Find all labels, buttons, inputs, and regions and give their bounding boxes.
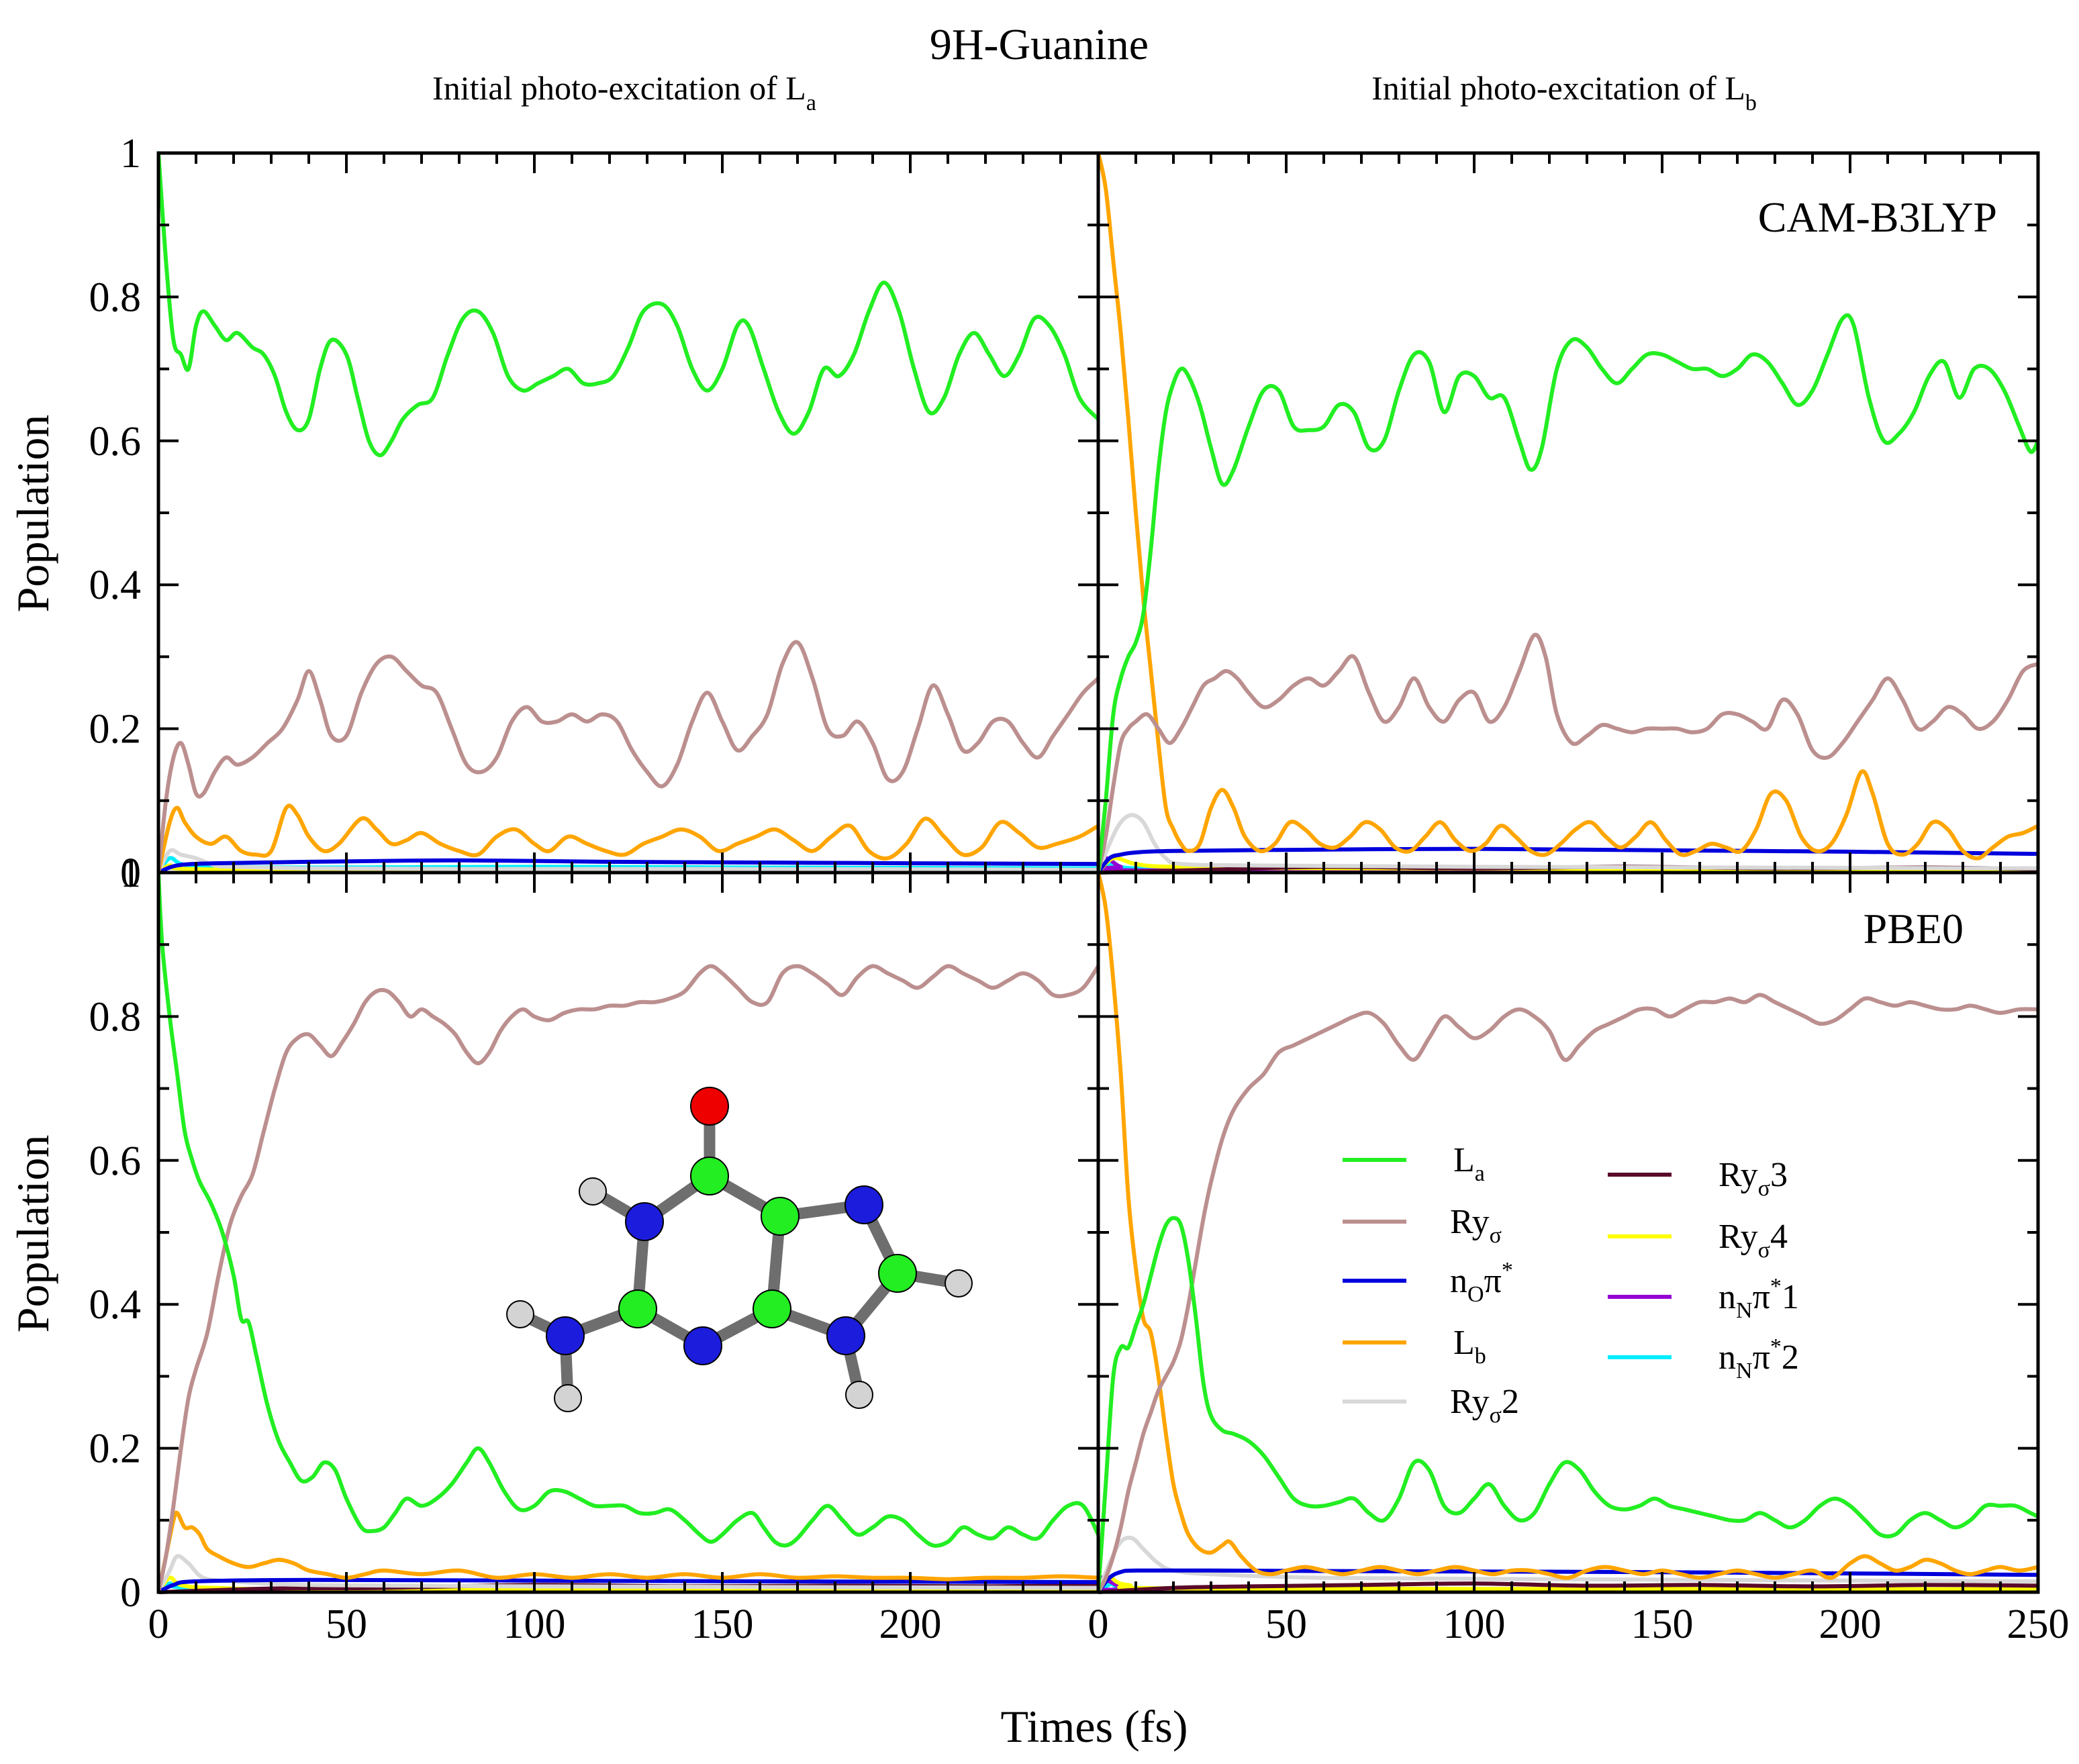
carbon-atom	[878, 1254, 917, 1293]
series-nopi-cam-la	[158, 858, 1098, 875]
x-tick-label: 200	[879, 1602, 942, 1647]
y-tick-label: 0.6	[89, 1138, 142, 1184]
series-lb-pbe0-lb	[1098, 871, 2038, 1580]
legend-label-nnpi1: nNπ*1	[1719, 1274, 1799, 1323]
series-rys-cam-lb	[1098, 632, 2038, 875]
series-lb-cam-la	[158, 803, 1098, 875]
x-tick-label: 0	[148, 1602, 169, 1647]
x-tick-label: 100	[1443, 1602, 1506, 1647]
series-lb-cam-lb	[1098, 151, 2038, 861]
carbon-atom	[753, 1289, 791, 1328]
oxygen-atom	[690, 1087, 729, 1126]
legend-label-rys2: Ryσ2	[1450, 1383, 1519, 1428]
hydrogen-atom	[945, 1269, 973, 1297]
legend-label-nnpi2: nNπ*2	[1719, 1334, 1799, 1383]
series-la-cam-la	[158, 151, 1098, 458]
guanine-molecule	[506, 1087, 973, 1412]
hydrogen-atom	[845, 1381, 873, 1409]
series-nopi-pbe0-la	[158, 1577, 1098, 1594]
series-rys3-pbe0-lb	[1098, 1581, 2038, 1594]
series-la-cam-lb	[1098, 313, 2038, 875]
y-tick-label: 0.2	[89, 707, 142, 752]
legend-entry-la: La	[1343, 1141, 1485, 1186]
legend-entry-rys2: Ryσ2	[1343, 1383, 1519, 1428]
carbon-atom	[618, 1289, 657, 1328]
y-tick-label: 1	[120, 850, 141, 896]
carbon-atom	[690, 1157, 729, 1195]
x-tick-label: 0	[1088, 1602, 1109, 1647]
series-lb-pbe0-la	[158, 1510, 1098, 1594]
legend-entry-nnpi2: nNπ*2	[1608, 1334, 1799, 1383]
chart-title: 9H-Guanine	[930, 20, 1149, 69]
x-tick-label: 100	[503, 1602, 566, 1647]
carbon-atom	[761, 1197, 800, 1236]
series-rys-pbe0-lb	[1098, 993, 2038, 1594]
y-tick-label: 0.4	[89, 1282, 142, 1328]
legend-label-la: La	[1453, 1141, 1485, 1186]
x-tick-label: 250	[2007, 1602, 2070, 1647]
x-axis-label: Times (fs)	[1001, 1701, 1188, 1752]
legend-entry-rys: Ryσ	[1343, 1203, 1502, 1248]
series-la-pbe0-la	[158, 871, 1098, 1548]
series-rys-pbe0-la	[158, 964, 1098, 1594]
legend-label-lb: Lb	[1453, 1324, 1486, 1369]
series-rys-cam-la	[158, 640, 1098, 875]
legend-entry-nopi: nOπ*	[1343, 1258, 1513, 1307]
y-tick-label: 0.8	[89, 275, 142, 320]
series-rys2-cam-lb	[1098, 813, 2038, 875]
legend-entry-lb: Lb	[1343, 1324, 1486, 1369]
frame-layer	[156, 151, 2040, 1594]
x-tick-label: 150	[1631, 1602, 1694, 1647]
x-tick-label: 150	[691, 1602, 754, 1647]
hydrogen-atom	[579, 1177, 607, 1206]
series-layer	[158, 151, 2038, 1594]
nitrogen-atom	[844, 1185, 883, 1224]
series-rys2-pbe0-lb	[1098, 1535, 2038, 1594]
row-label-cam-b3lyp: CAM-B3LYP	[1758, 193, 1997, 241]
y-tick-label: 0.6	[89, 419, 142, 464]
x-tick-label: 50	[326, 1602, 367, 1647]
column-title-left: Initial photo-excitation of La	[432, 69, 816, 115]
nitrogen-atom	[683, 1326, 722, 1365]
row-label-pbe0: PBE0	[1864, 905, 1964, 952]
molecule-bonds	[514, 1100, 965, 1404]
y-tick-label: 0.4	[89, 562, 142, 608]
y-tick-label: 1	[120, 131, 141, 177]
panel-frame-pbe0-lb	[1096, 871, 2040, 1594]
y-tick-label: 0.2	[89, 1426, 142, 1472]
legend-label-rys: Ryσ	[1450, 1203, 1502, 1248]
molecule-atoms	[506, 1087, 973, 1412]
legend-entry-rys4: Ryσ4	[1608, 1218, 1788, 1263]
panel-frame-cam-la	[156, 151, 1100, 875]
y-tick-label: 0	[120, 850, 141, 896]
x-tick-label: 50	[1265, 1602, 1307, 1647]
legend-label-rys4: Ryσ4	[1719, 1218, 1788, 1263]
nitrogen-atom	[625, 1202, 664, 1241]
y-tick-label: 0.8	[89, 994, 142, 1040]
legend-entry-rys3: Ryσ3	[1608, 1156, 1788, 1201]
x-tick-label: 200	[1819, 1602, 1882, 1647]
nitrogen-atom	[826, 1316, 865, 1355]
y-axis-label-bottom: Population	[7, 1135, 58, 1333]
legend-entry-nnpi1: nNπ*1	[1608, 1274, 1799, 1323]
y-tick-label: 0	[120, 1570, 141, 1616]
legend-label-nopi: nOπ*	[1450, 1258, 1513, 1307]
nitrogen-atom	[546, 1316, 585, 1355]
y-axis-label-top: Population	[7, 415, 58, 613]
column-title-right: Initial photo-excitation of Lb	[1371, 69, 1757, 115]
series-rys2-pbe0-la	[158, 1554, 1098, 1594]
hydrogen-atom	[506, 1300, 534, 1328]
panel-frame-cam-lb	[1096, 151, 2040, 875]
hydrogen-atom	[554, 1384, 582, 1412]
legend-label-rys3: Ryσ3	[1719, 1156, 1788, 1201]
legend: La Ryσ nOπ* Lb Ryσ2 Ryσ3 Ryσ4 nNπ*1	[1343, 1141, 1799, 1428]
series-la-pbe0-lb	[1098, 1216, 2038, 1594]
